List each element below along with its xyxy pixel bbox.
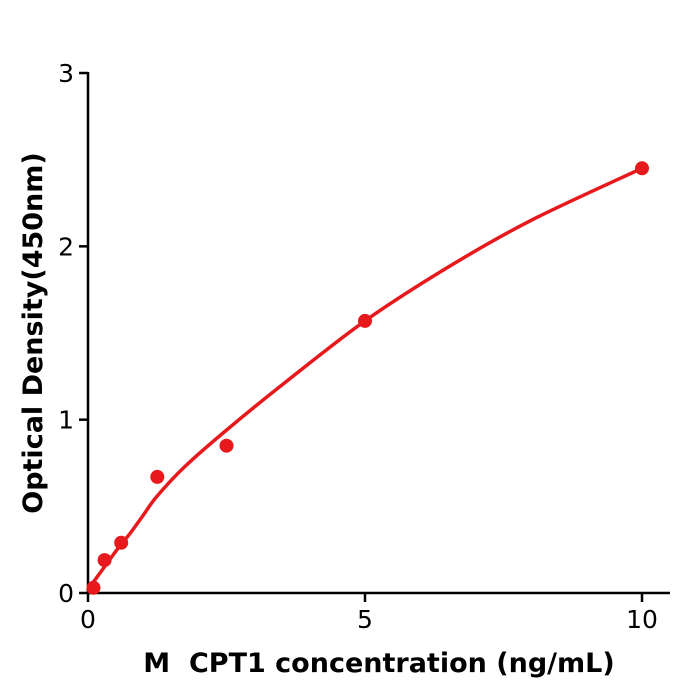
data-points [86, 161, 649, 595]
data-point [219, 438, 234, 453]
y-tick-label: 2 [58, 232, 74, 261]
trend-line [86, 166, 644, 592]
data-point [150, 469, 165, 484]
y-tick-label: 0 [58, 579, 74, 608]
y-tick-label: 3 [58, 59, 74, 88]
axes [86, 72, 670, 595]
data-point [97, 553, 112, 568]
data-point [358, 313, 372, 328]
y-tick-label: 1 [58, 406, 74, 435]
data-point [114, 535, 129, 550]
data-point [635, 161, 649, 176]
x-tick-label: 5 [357, 605, 373, 634]
x-tick-label: 0 [80, 605, 96, 634]
x-tick-label: 10 [626, 605, 658, 634]
data-point [86, 580, 101, 595]
x-axis-ticks: 0 5 10 [80, 593, 658, 634]
x-axis-label: M CPT1 concentration (ng/mL) [143, 648, 614, 679]
y-axis-ticks: 0 1 2 3 [58, 59, 88, 608]
y-axis-label: Optical Density(450nm) [18, 152, 49, 514]
